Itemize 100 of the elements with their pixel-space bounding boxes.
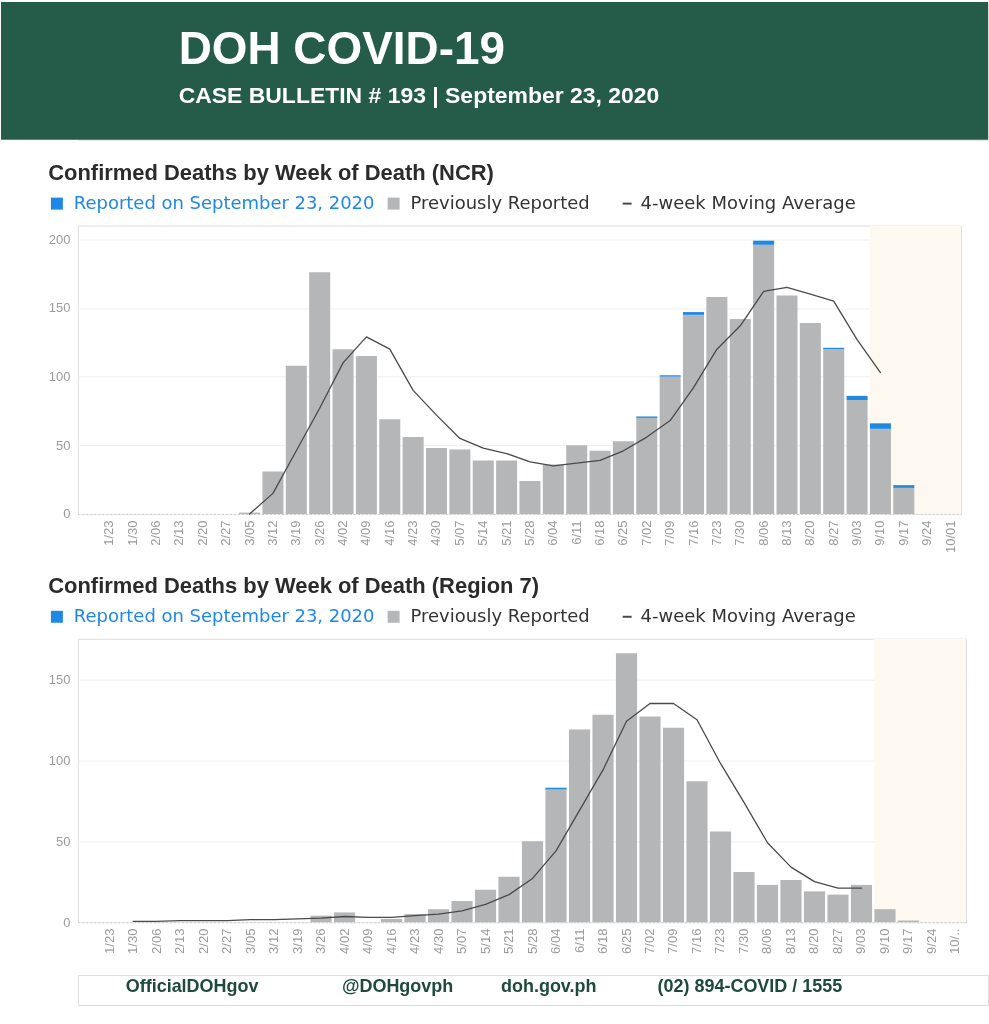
y-tick-label: 50 [55,833,71,849]
x-tick-label: 7/09 [662,520,678,546]
bar [683,312,705,315]
legend-label: 4-week Moving Average [640,604,856,626]
x-tick-label: 7/30 [732,520,748,546]
x-tick-label: 8/06 [759,928,775,954]
x-tick-label: 5/28 [521,520,537,546]
bar [803,891,826,923]
legend-label: Reported on September 23, 2020 [73,191,375,213]
x-tick-label: 6/04 [548,928,564,954]
x-tick-label: 5/21 [501,928,517,954]
bar [589,450,611,514]
x-tick-label: 7/09 [665,928,681,954]
text: CASE BULLETIN # 193 | September 23, 2020 [178,81,660,108]
bar [542,464,564,514]
text: DOH COVID-19 [178,21,506,74]
x-tick-label: 6/11 [571,928,587,953]
x-tick-label: 4/02 [335,520,351,546]
bar [332,349,354,514]
bar [756,884,779,923]
x-tick-label: 3/19 [289,928,305,954]
bar [753,244,775,514]
bar [496,460,518,514]
x-tick-label: 9/03 [853,928,869,954]
bar [636,417,658,514]
bar [355,356,377,514]
x-tick-label: 1/30 [124,520,140,546]
bar [846,399,868,514]
x-tick-label: 2/13 [172,928,188,954]
x-tick-label: 7/23 [708,520,724,546]
x-tick-label: 3/05 [241,520,257,546]
bar [568,729,591,923]
x-tick-label: 7/16 [685,520,701,546]
x-tick-label: 2/27 [218,520,234,546]
y-tick-label: 100 [48,752,71,768]
bar [686,781,708,923]
text: OfficialDOHgov [125,976,259,997]
x-tick-label: 2/27 [219,928,235,954]
x-tick-label: 10/.. [947,928,963,954]
legend-label: Previously Reported [410,604,590,626]
x-tick-label: 4/09 [360,928,376,954]
x-tick-label: 9/24 [919,520,935,546]
bar [427,909,450,923]
x-tick-label: 6/18 [595,928,610,954]
legend-label: 4-week Moving Average [640,191,856,213]
bar [706,296,728,514]
bar [449,449,471,514]
bar [850,884,873,923]
bar [683,314,705,514]
bar [474,889,497,923]
text: doh.gov.ph [501,976,597,997]
x-tick-label: 8/13 [782,928,798,954]
x-tick-label: 5/07 [454,928,470,954]
x-tick-label: 7/02 [638,520,654,546]
x-tick-label: 4/23 [407,928,423,954]
x-tick-label: 6/25 [618,928,634,954]
x-tick-label: 6/11 [568,520,584,545]
bar [776,295,798,514]
bar [846,395,868,400]
x-tick-label: 6/04 [545,520,561,546]
x-tick-label: 9/10 [872,520,888,546]
bar [262,471,284,514]
x-tick-label: 10/01 [942,520,958,553]
x-tick-label: 3/26 [313,928,329,954]
x-tick-label: 5/14 [475,520,491,546]
bar [612,441,634,514]
bar [662,727,685,923]
bar [893,487,915,514]
bar [827,894,849,923]
x-tick-label: 3/26 [311,520,327,546]
x-tick-label: 1/23 [101,520,117,546]
x-tick-label: 9/03 [849,520,865,546]
y-tick-label: 50 [55,437,71,453]
x-tick-label: 8/20 [806,928,822,954]
x-tick-label: 4/09 [358,520,374,546]
x-tick-label: 7/23 [712,928,728,954]
bar [498,876,520,923]
bar [592,714,614,923]
bar [309,272,331,514]
line-series [132,702,863,922]
x-tick-label: 2/06 [148,520,164,546]
x-tick-label: 8/20 [802,520,818,546]
x-tick-label: 5/07 [451,520,467,546]
x-tick-label: 5/21 [498,520,514,546]
bar [545,789,567,923]
bar [285,365,307,514]
text: (02) 894-COVID / 1555 [657,976,843,997]
y-tick-label: 150 [48,671,71,687]
bar [874,909,896,923]
x-tick-label: 9/17 [900,928,916,954]
x-tick-label: 4/16 [383,928,399,954]
line-series [248,286,882,515]
bar [380,918,403,923]
bar [869,423,891,429]
x-tick-label: 8/13 [778,520,794,546]
y-tick-label: 100 [48,369,71,385]
x-tick-label: 9/10 [876,928,892,954]
bar [733,871,755,923]
x-tick-label: 4/23 [405,520,421,546]
bar [709,831,732,923]
